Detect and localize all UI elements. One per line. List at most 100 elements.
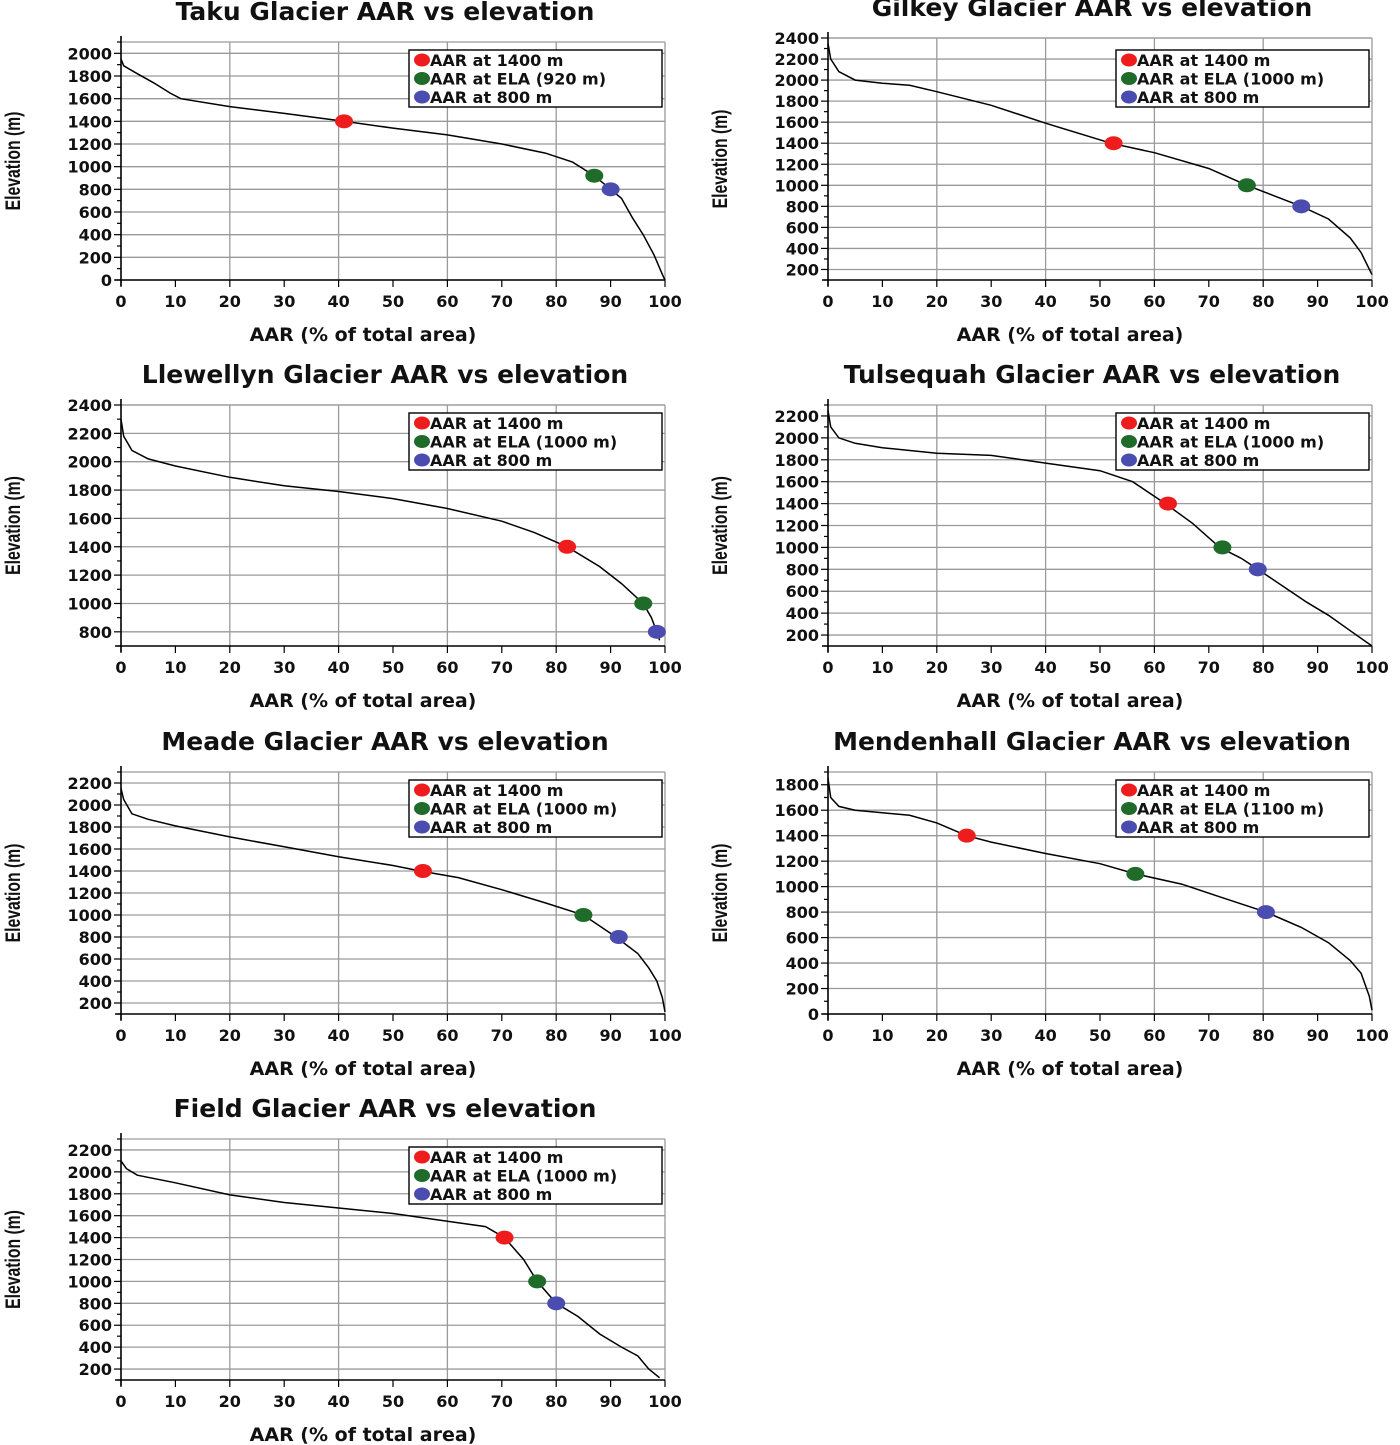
x-tick-label: 70 (1198, 1026, 1220, 1045)
x-tick-label: 0 (822, 292, 833, 311)
x-tick-label: 30 (273, 658, 295, 677)
x-tick-label: 100 (1355, 658, 1388, 677)
y-axis-label: Elevation (m) (1, 844, 25, 943)
legend-label: AAR at 800 m (430, 1185, 552, 1204)
x-axis-label: AAR (% of total area) (250, 324, 477, 346)
x-tick-label: 80 (1252, 1026, 1274, 1045)
legend-label: AAR at ELA (1000 m) (430, 800, 617, 819)
legend-marker (414, 435, 430, 448)
legend-marker (414, 1150, 430, 1164)
y-tick-label: 2000 (67, 1163, 112, 1182)
x-tick-label: 0 (115, 1392, 126, 1411)
y-tick-label: 200 (79, 248, 112, 267)
y-tick-label: 600 (786, 929, 819, 948)
chart-title: Meade Glacier AAR vs elevation (161, 727, 608, 756)
x-tick-label: 70 (1198, 292, 1220, 311)
y-tick-label: 1400 (67, 112, 112, 131)
x-tick-label: 20 (926, 292, 948, 311)
chart-panel-6: Mendenhall Glacier AAR vs elevation 0 10 20… (708, 727, 1389, 1080)
x-tick-label: 20 (926, 658, 948, 677)
y-tick-label: 1200 (67, 566, 112, 585)
y-tick-label: 1600 (774, 113, 819, 132)
legend-marker (414, 802, 430, 815)
x-tick-label: 80 (545, 1026, 567, 1045)
x-tick-label: 80 (1252, 658, 1274, 677)
y-tick-label: 200 (786, 260, 819, 279)
legend-box (1115, 412, 1370, 471)
x-tick-label: 40 (1034, 292, 1056, 311)
legend-label: AAR at 1400 m (1137, 414, 1270, 433)
legend-marker (1121, 435, 1137, 448)
y-tick-label: 1600 (67, 1207, 112, 1226)
y-tick-label: 400 (786, 604, 819, 623)
legend-marker (1121, 72, 1137, 85)
y-axis-label: Elevation (m) (708, 110, 732, 209)
x-tick-label: 60 (436, 658, 458, 677)
legend-marker (414, 1169, 430, 1182)
legend-marker (1121, 783, 1137, 797)
y-tick-label: 2000 (774, 429, 819, 448)
legend-label: AAR at 800 m (1137, 88, 1259, 107)
y-tick-label: 1400 (774, 495, 819, 514)
aar-curve (120, 1160, 661, 1379)
y-tick-label: 1600 (774, 801, 819, 820)
y-tick-label: 2400 (774, 29, 819, 48)
y-tick-label: 2000 (774, 71, 819, 90)
marker-aar-1400 (335, 114, 354, 129)
x-tick-label: 90 (599, 1392, 621, 1411)
legend-label: AAR at ELA (920 m) (430, 70, 606, 89)
chart-panel-5: Meade Glacier AAR vs elevation 0 10 20 30 40 5… (1, 727, 682, 1080)
x-tick-label: 60 (436, 1026, 458, 1045)
marker-aar-1400 (413, 864, 432, 878)
legend-box (1115, 49, 1370, 108)
y-axis-label: Elevation (m) (1, 112, 25, 211)
marker-aar-800 (1292, 199, 1311, 214)
x-axis-label: AAR (% of total area) (250, 1058, 477, 1080)
x-tick-label: 10 (164, 1026, 186, 1045)
marker-aar-ela (1213, 540, 1232, 555)
y-tick-label: 1400 (67, 1229, 112, 1248)
y-tick-label: 2200 (774, 50, 819, 69)
y-tick-label: 1400 (774, 134, 819, 153)
x-tick-label: 60 (1143, 1026, 1165, 1045)
x-tick-label: 90 (1306, 658, 1328, 677)
y-tick-label: 600 (79, 1316, 112, 1335)
y-tick-label: 1800 (67, 1185, 112, 1204)
y-tick-label: 1000 (774, 176, 819, 195)
x-tick-label: 100 (648, 658, 681, 677)
legend-marker (414, 453, 430, 467)
chart-panel-7: Field Glacier AAR vs elevation 0 10 20 30 40 5… (1, 1094, 682, 1445)
y-tick-label: 600 (79, 203, 112, 222)
y-tick-label: 800 (786, 197, 819, 216)
y-tick-label: 1600 (67, 840, 112, 859)
y-axis-label: Elevation (m) (708, 844, 732, 943)
legend-label: AAR at ELA (1100 m) (1137, 800, 1324, 819)
x-tick-label: 40 (327, 292, 349, 311)
legend-label: AAR at 1400 m (430, 1148, 563, 1167)
y-tick-label: 800 (786, 560, 819, 579)
legend-marker (1121, 416, 1137, 430)
x-tick-label: 40 (1034, 1026, 1056, 1045)
y-tick-label: 400 (79, 972, 112, 991)
marker-aar-800 (647, 624, 666, 639)
y-tick-label: 0 (101, 271, 112, 290)
x-tick-label: 60 (1143, 658, 1165, 677)
x-tick-label: 10 (164, 292, 186, 311)
chart-panel-4: Tulsequah Glacier AAR vs elevation 0 10 20 3… (708, 360, 1389, 712)
legend-box (408, 1146, 663, 1205)
legend-marker (414, 416, 430, 430)
aar-curve (827, 778, 1373, 1011)
aar-curve (827, 410, 1373, 647)
legend-label: AAR at ELA (1000 m) (430, 433, 617, 452)
y-tick-label: 1200 (774, 517, 819, 536)
marker-aar-ela (634, 596, 653, 611)
y-tick-label: 1200 (774, 155, 819, 174)
x-tick-label: 40 (327, 1392, 349, 1411)
x-tick-label: 50 (1089, 1026, 1111, 1045)
legend-marker (414, 1187, 430, 1201)
x-tick-label: 20 (926, 1026, 948, 1045)
aar-curve (120, 58, 666, 281)
legend-marker (1121, 820, 1137, 834)
